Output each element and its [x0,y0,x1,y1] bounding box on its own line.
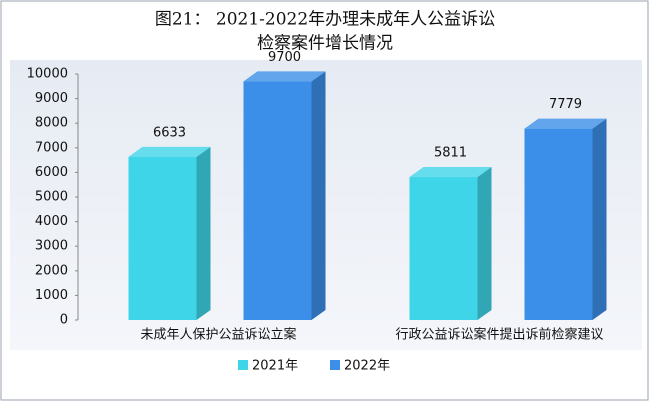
bar [524,128,593,320]
y-tick-label: 1000 [35,288,68,303]
bar-side-shade [311,71,326,320]
y-tick-label: 2000 [35,263,68,278]
bar-side-shade [477,167,492,320]
bar-side [477,167,492,320]
bar-top-light [409,167,492,178]
y-tick-label: 8000 [35,116,68,131]
legend-swatch [238,360,248,370]
bar-side [196,146,211,320]
bar-side-shade [196,146,211,320]
y-tick-label: 5000 [35,190,68,205]
bar-top-light [128,146,211,157]
bar-side [592,118,607,320]
bar [409,177,478,320]
y-tick-label: 6000 [35,165,68,180]
value-label: 9700 [268,50,301,65]
chart-title: 检察案件增长情况 [257,34,393,54]
x-tick-label: 未成年人保护公益诉讼立案 [140,328,296,343]
y-tick-label: 4000 [35,214,68,229]
y-tick-label: 3000 [35,239,68,254]
legend-label: 2022年 [344,359,390,374]
value-label: 6633 [153,125,186,140]
y-tick-label: 10000 [27,67,68,82]
bar-top [128,146,211,157]
y-tick-label: 9000 [35,91,68,106]
bar-side-shade [592,118,607,320]
y-tick-label: 7000 [35,140,68,155]
bar-top [524,118,607,129]
bar-side [311,71,326,320]
bar-top [243,71,326,82]
bar [243,81,312,320]
bar-top-light [243,71,326,82]
y-tick-label: 0 [60,313,68,328]
bar [128,156,197,320]
legend-label: 2021年 [252,359,298,374]
bar-top-light [524,118,607,129]
bar-top [409,167,492,178]
chart-title: 图21： 2021-2022年办理未成年人公益诉讼 [155,10,495,30]
legend-swatch [330,360,340,370]
value-label: 5811 [434,146,467,161]
x-tick-label: 行政公益诉讼案件提出诉前检察建议 [395,327,603,343]
value-label: 7779 [549,97,582,112]
